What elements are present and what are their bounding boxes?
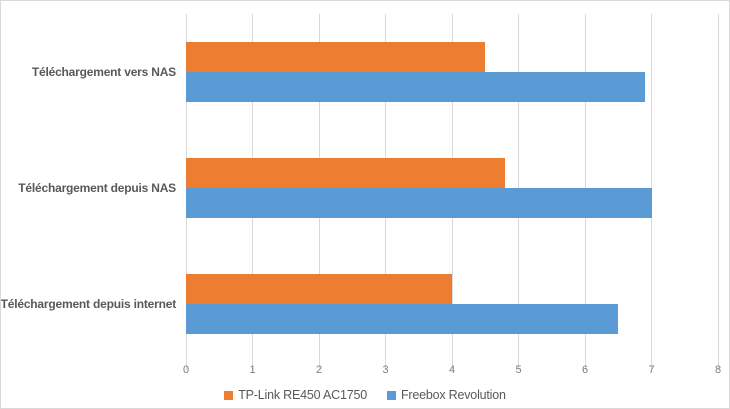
- category-label: Téléchargement vers NAS: [31, 65, 176, 79]
- bar-tp-link-re450-ac1750: [186, 158, 506, 188]
- x-axis-tick-label: 1: [249, 364, 256, 376]
- bar-freebox-revolution: [186, 72, 645, 102]
- category-label: Téléchargement depuis internet: [0, 297, 176, 311]
- category-group-t-l-chargement-depuis-internet: [186, 246, 718, 362]
- gridline: [651, 14, 652, 370]
- bar-freebox-revolution: [186, 304, 619, 334]
- x-axis-tick-label: 0: [182, 364, 190, 376]
- category-group-t-l-chargement-vers-nas: [186, 14, 718, 130]
- x-axis-tick-label: 5: [515, 364, 522, 376]
- bar-tp-link-re450-ac1750: [186, 42, 486, 72]
- category-group-t-l-chargement-depuis-nas: [186, 130, 718, 246]
- x-axis-tick-label: 2: [315, 364, 323, 376]
- plot-area: [185, 14, 719, 370]
- category-label: Téléchargement depuis NAS: [18, 181, 176, 195]
- legend: TP-Link RE450 AC1750 Freebox Revolution: [1, 387, 729, 403]
- legend-item-tp-link-re450-ac1750: TP-Link RE450 AC1750: [224, 388, 367, 402]
- legend-label: Freebox Revolution: [400, 388, 506, 402]
- gridline: [717, 14, 719, 370]
- x-axis-tick-label: 7: [648, 364, 655, 376]
- x-axis-tick-label: 3: [382, 364, 389, 376]
- x-axis-tick-label: 6: [581, 364, 589, 376]
- x-axis-tick-label: 4: [448, 364, 456, 376]
- bar-tp-link-re450-ac1750: [186, 274, 452, 304]
- legend-marker-icon: [224, 390, 234, 400]
- bar-freebox-revolution: [186, 188, 652, 218]
- x-axis-tick-label: 8: [714, 364, 722, 376]
- legend-label: TP-Link RE450 AC1750: [238, 388, 367, 402]
- legend-item-freebox-revolution: Freebox Revolution: [386, 388, 506, 402]
- legend-marker-icon: [386, 390, 396, 400]
